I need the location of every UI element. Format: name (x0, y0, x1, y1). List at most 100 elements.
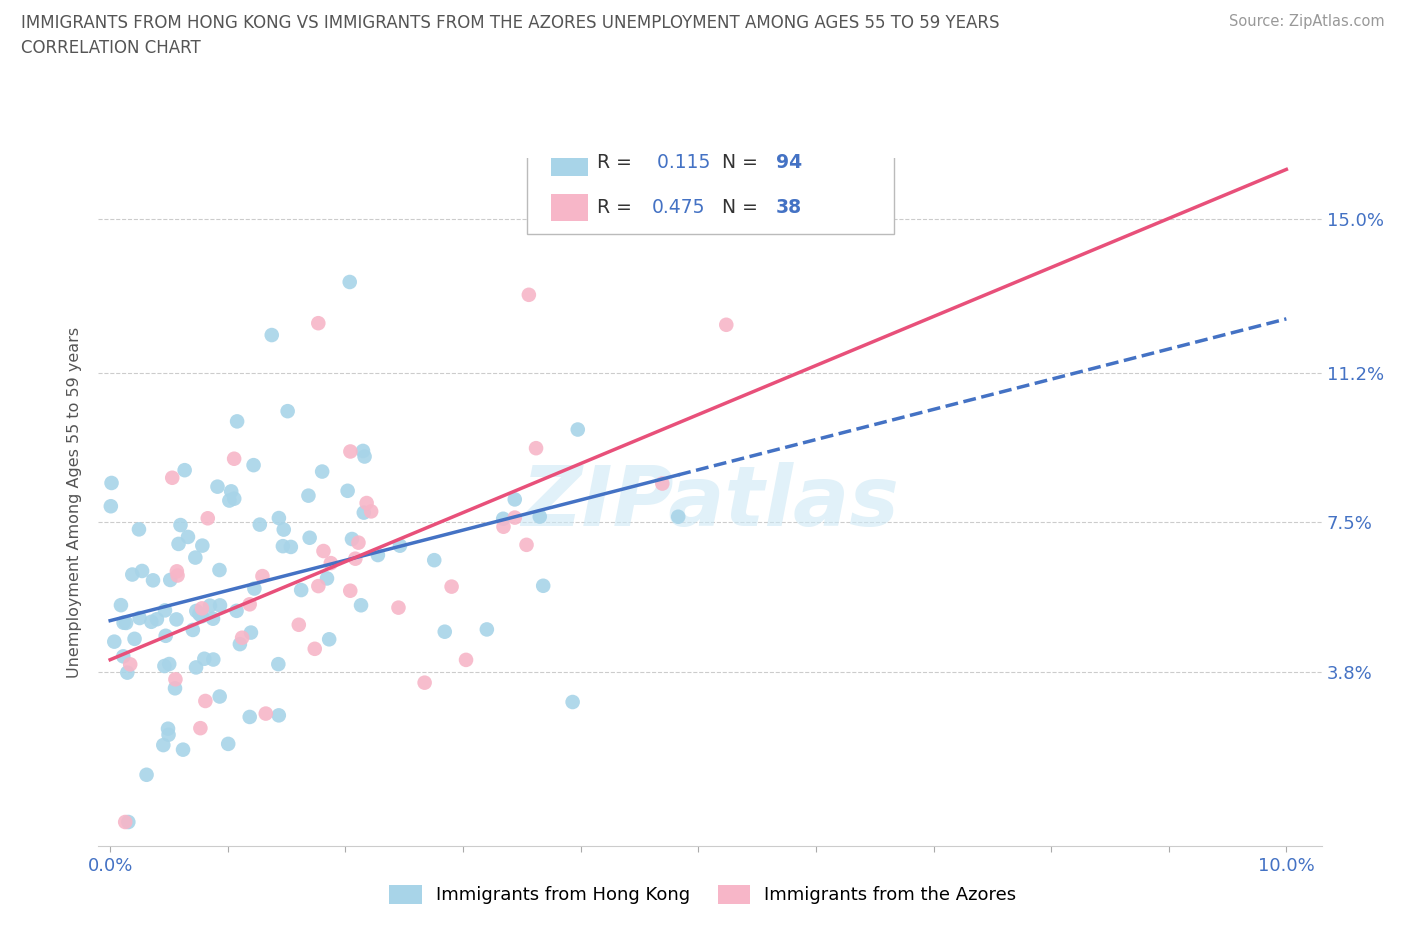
Point (567, 422, 589, 437)
Point (110, 598, 132, 613)
Legend: Immigrants from Hong Kong, Immigrants from the Azores: Immigrants from Hong Kong, Immigrants fr… (382, 878, 1024, 911)
Point (198, 598, 221, 613)
Point (191, 601, 214, 616)
Point (128, 611, 150, 626)
Point (561, 695, 583, 710)
Point (423, 552, 446, 567)
Point (290, 582, 312, 597)
Point (173, 463, 195, 478)
Point (454, 653, 477, 668)
Point (188, 606, 211, 621)
Point (356, 496, 378, 511)
Point (492, 519, 515, 534)
Point (503, 492, 526, 507)
Point (157, 727, 180, 742)
Point (131, 564, 153, 578)
Point (340, 532, 363, 547)
Point (112, 616, 135, 631)
Point (492, 512, 515, 526)
Point (191, 609, 214, 624)
Point (191, 538, 214, 553)
Point (252, 568, 274, 583)
Text: Source: ZipAtlas.com: Source: ZipAtlas.com (1229, 14, 1385, 29)
Point (146, 612, 169, 627)
Point (117, 665, 139, 680)
Point (184, 551, 207, 565)
Point (267, 708, 290, 723)
Point (100, 498, 122, 513)
Bar (551, 149, 588, 176)
Point (304, 642, 326, 657)
Point (307, 578, 329, 593)
Point (100, 475, 122, 490)
Point (503, 511, 526, 525)
Point (153, 603, 176, 618)
Point (336, 484, 359, 498)
Text: CORRELATION CHART: CORRELATION CHART (21, 39, 201, 57)
Point (307, 316, 329, 331)
Point (267, 657, 290, 671)
Point (387, 600, 409, 615)
Point (208, 689, 231, 704)
Point (225, 604, 247, 618)
Point (156, 722, 179, 737)
Point (651, 476, 673, 491)
Point (524, 441, 547, 456)
Point (254, 706, 277, 721)
Point (280, 539, 302, 554)
Text: 0.115: 0.115 (651, 153, 710, 172)
Point (190, 607, 212, 622)
Point (515, 538, 537, 552)
Point (169, 518, 191, 533)
Text: R =: R = (598, 198, 638, 217)
Point (181, 622, 204, 637)
Point (190, 721, 212, 736)
Text: 38: 38 (776, 198, 803, 217)
FancyBboxPatch shape (526, 130, 894, 233)
Point (194, 694, 217, 709)
Point (344, 551, 367, 566)
Point (141, 615, 163, 630)
Point (112, 649, 135, 664)
Point (433, 624, 456, 639)
Point (166, 564, 188, 578)
Text: 0.475: 0.475 (651, 198, 704, 217)
Point (153, 658, 176, 673)
Point (271, 538, 294, 553)
Point (135, 767, 157, 782)
Point (159, 573, 181, 588)
Bar (551, 193, 588, 220)
Point (121, 567, 143, 582)
Point (716, 317, 738, 332)
Point (666, 510, 689, 525)
Point (157, 657, 180, 671)
Point (517, 287, 540, 302)
Point (207, 479, 229, 494)
Point (142, 573, 165, 588)
Point (260, 327, 283, 342)
Point (114, 815, 136, 830)
Text: N =: N = (710, 153, 763, 172)
Point (311, 464, 333, 479)
Point (440, 579, 463, 594)
Point (165, 671, 187, 686)
Point (124, 631, 146, 646)
Point (297, 488, 319, 503)
Point (163, 681, 186, 696)
Point (208, 598, 231, 613)
Point (184, 660, 207, 675)
Point (152, 737, 174, 752)
Point (243, 581, 266, 596)
Point (367, 548, 389, 563)
Point (353, 449, 375, 464)
Point (117, 815, 139, 830)
Point (177, 529, 200, 544)
Point (186, 604, 208, 618)
Point (242, 458, 264, 472)
Point (273, 522, 295, 537)
Point (298, 530, 321, 545)
Point (267, 511, 290, 525)
Point (229, 637, 252, 652)
Point (197, 511, 219, 525)
Point (202, 652, 225, 667)
